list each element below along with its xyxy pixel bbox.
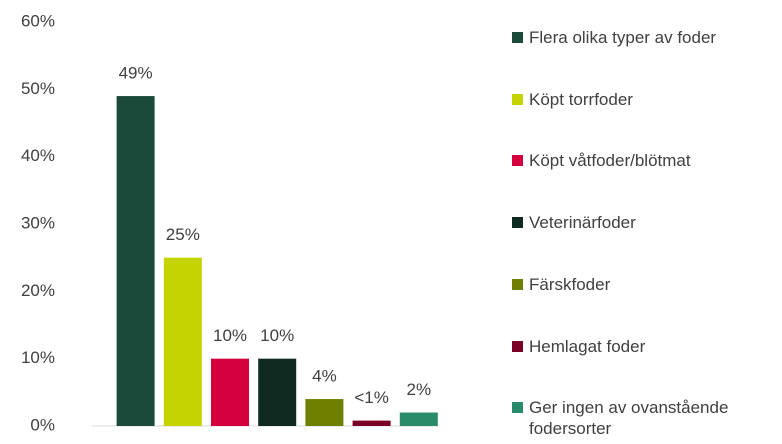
y-tick-label: 40% — [21, 146, 55, 165]
legend-item: Färskfoder — [512, 274, 777, 295]
bar — [305, 399, 344, 426]
legend-item: Flera olika typer av foder — [512, 27, 777, 48]
bar — [352, 420, 391, 426]
bar — [258, 358, 297, 426]
data-label: 25% — [166, 225, 200, 244]
legend-label: Färskfoder — [529, 274, 611, 294]
legend-label: Köpt torrfoder — [529, 89, 633, 109]
y-tick-label: 60% — [21, 11, 55, 30]
bar — [116, 96, 155, 427]
data-label: 2% — [407, 380, 432, 399]
bar — [211, 358, 249, 426]
y-tick-label: 50% — [21, 79, 55, 98]
legend-swatch — [512, 278, 523, 290]
data-label: 10% — [260, 326, 294, 345]
legend-item: Köpt våtfoder/blötmat — [512, 150, 777, 171]
legend-swatch — [512, 93, 523, 105]
legend-swatch — [512, 217, 523, 229]
y-tick-label: 10% — [21, 348, 55, 367]
legend-label: Köpt våtfoder/blötmat — [529, 151, 691, 171]
bar — [399, 412, 438, 426]
legend-swatch — [512, 340, 523, 352]
data-label: 4% — [312, 367, 337, 386]
data-label: 49% — [119, 64, 153, 83]
legend-label: Veterinärfoder — [529, 213, 636, 233]
legend-label: Ger ingen av ovanstående fodersorter — [529, 398, 729, 439]
y-tick-label: 30% — [21, 213, 55, 232]
legend-swatch — [512, 155, 523, 167]
legend-item: Hemlagat foder — [512, 336, 777, 357]
legend-label: Flera olika typer av foder — [529, 28, 717, 47]
bar — [163, 257, 202, 426]
legend-label: Hemlagat foder — [529, 336, 646, 356]
legend-item: Veterinärfoder — [512, 212, 777, 233]
data-label: <1% — [354, 388, 389, 407]
y-tick-label: 0% — [30, 415, 55, 434]
legend-item: Köpt torrfoder — [512, 89, 777, 110]
y-tick-label: 20% — [21, 281, 55, 300]
legend-swatch — [512, 402, 523, 414]
legend-item: Ger ingen av ovanstående fodersorter — [512, 397, 777, 439]
data-label: 10% — [213, 326, 247, 345]
legend-swatch — [512, 32, 523, 43]
